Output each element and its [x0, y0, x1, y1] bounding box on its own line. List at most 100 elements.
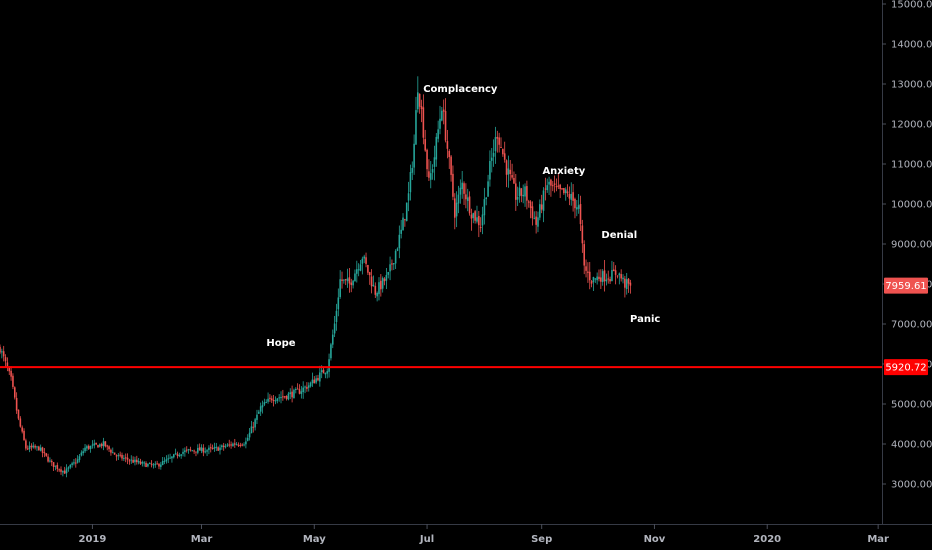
candle: [352, 279, 354, 289]
candle: [230, 441, 232, 449]
candle: [476, 205, 478, 224]
candle: [542, 187, 545, 223]
candle: [147, 463, 149, 468]
candle: [555, 178, 558, 192]
candle: [326, 368, 329, 379]
candle: [56, 462, 59, 472]
candle: [624, 275, 626, 298]
candle: [563, 187, 565, 195]
candle: [529, 200, 532, 219]
candle: [537, 211, 539, 233]
candle: [579, 195, 582, 232]
candle: [254, 417, 256, 431]
candle: [41, 446, 44, 458]
candle: [195, 451, 197, 457]
candle: [141, 460, 144, 467]
candle: [25, 438, 27, 451]
price-tick-label: 5000.00: [891, 400, 932, 411]
candle: [119, 451, 121, 458]
candle: [154, 461, 157, 468]
candle: [21, 425, 23, 434]
candle: [596, 272, 598, 285]
candle: [576, 200, 578, 217]
candle: [333, 315, 336, 338]
candle: [396, 247, 399, 252]
candle: [60, 466, 62, 475]
time-axis[interactable]: 2019 Mar May Jul Sep Nov 2020 Mar: [79, 524, 890, 545]
candle: [465, 183, 467, 209]
candle: [505, 159, 508, 188]
candle: [348, 267, 351, 293]
candle: [444, 98, 447, 143]
candle: [474, 210, 476, 224]
candle: [629, 279, 632, 294]
candle: [489, 150, 491, 187]
candle: [99, 443, 101, 448]
candle: [568, 186, 571, 206]
candle: [219, 444, 221, 455]
candle: [524, 183, 526, 207]
candle: [276, 397, 279, 404]
candle: [319, 365, 321, 387]
candle: [174, 448, 177, 455]
candle: [490, 147, 493, 173]
candle: [73, 459, 75, 466]
candle: [317, 374, 319, 382]
candle: [365, 252, 367, 268]
candle: [540, 194, 543, 214]
candle: [550, 178, 552, 197]
candle: [113, 452, 116, 455]
time-tick-label: Mar: [867, 534, 889, 545]
candle: [446, 129, 449, 159]
price-tick-label: 11000.00: [891, 160, 932, 171]
candle: [235, 442, 238, 446]
candle: [215, 442, 218, 451]
candle: [359, 260, 362, 272]
price-tick-label: 14000.00: [891, 40, 932, 51]
candle: [343, 279, 345, 284]
candle: [433, 145, 436, 181]
candle: [261, 400, 264, 414]
candle: [6, 357, 9, 372]
candle: [132, 456, 134, 464]
candle: [280, 391, 282, 404]
candle: [389, 256, 391, 281]
candle: [167, 454, 170, 464]
candle: [169, 453, 171, 459]
candle: [28, 441, 31, 453]
candle: [213, 442, 216, 452]
candle: [564, 187, 567, 201]
candle: [478, 210, 480, 238]
time-tick-label: May: [303, 534, 326, 545]
candle: [330, 342, 332, 361]
candle: [139, 458, 142, 465]
annotation-complacency: Complacency: [423, 84, 498, 95]
annotation-panic: Panic: [630, 314, 660, 325]
candle: [415, 96, 417, 145]
candle: [67, 466, 70, 472]
candle: [287, 391, 290, 401]
candle: [263, 398, 266, 407]
candle: [30, 443, 33, 451]
candle: [435, 133, 438, 167]
candle: [243, 442, 245, 447]
candle: [566, 184, 569, 197]
candle: [298, 384, 301, 395]
candle: [217, 446, 219, 451]
candle: [110, 448, 112, 456]
candle: [78, 453, 81, 463]
candle: [581, 219, 584, 253]
candle: [544, 177, 547, 201]
price-tick-label: 10000.00: [891, 200, 932, 211]
candle: [607, 270, 610, 284]
price-tick-label: 4000.00: [891, 440, 932, 451]
candle: [269, 394, 271, 402]
candle: [363, 254, 366, 264]
candle: [587, 262, 589, 283]
candle: [185, 446, 188, 453]
candle: [171, 456, 173, 463]
candle: [548, 176, 550, 195]
candle: [618, 272, 621, 285]
candle: [206, 448, 208, 456]
